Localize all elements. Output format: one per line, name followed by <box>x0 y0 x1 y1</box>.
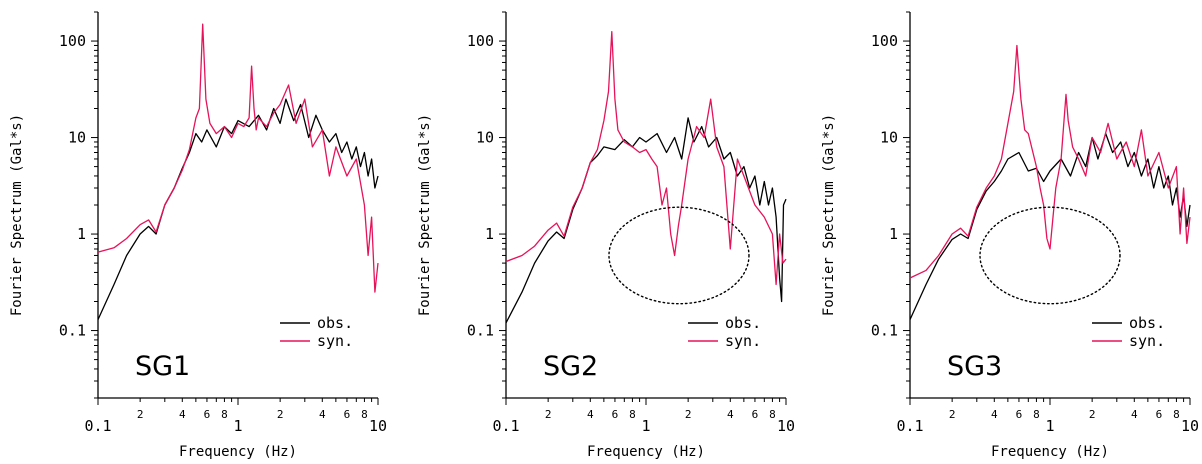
y-tick-label: 1 <box>485 225 494 243</box>
legend-label-obs: obs. <box>317 314 353 332</box>
legend-label-obs: obs. <box>1129 314 1165 332</box>
x-minor-tick-label: 6 <box>1016 408 1023 421</box>
y-tick-label: 10 <box>68 129 86 147</box>
x-minor-tick-label: 8 <box>1033 408 1040 421</box>
x-minor-tick-label: 8 <box>361 408 368 421</box>
panel-label: SG1 <box>135 351 190 382</box>
y-axis-title: Fourier Spectrum (Gal*s) <box>821 114 837 316</box>
y-tick-label: 0.1 <box>467 322 494 340</box>
x-minor-tick-label: 2 <box>277 408 284 421</box>
x-tick-label: 10 <box>777 417 795 435</box>
y-tick-label: 0.1 <box>59 322 86 340</box>
legend-label-syn: syn. <box>317 332 353 350</box>
x-minor-tick-label: 6 <box>752 408 759 421</box>
x-minor-tick-label: 6 <box>204 408 211 421</box>
x-axis-title: Frequency (Hz) <box>991 444 1109 460</box>
y-tick-label: 100 <box>871 32 898 50</box>
x-minor-tick-label: 2 <box>685 408 692 421</box>
dotted-circle-annotation <box>608 206 750 305</box>
y-tick-label: 0.1 <box>871 322 898 340</box>
x-minor-tick-label: 8 <box>221 408 228 421</box>
legend-label-syn: syn. <box>1129 332 1165 350</box>
y-tick-label: 100 <box>59 32 86 50</box>
x-minor-tick-label: 4 <box>1131 408 1138 421</box>
x-minor-tick-label: 8 <box>629 408 636 421</box>
y-tick-label: 100 <box>467 32 494 50</box>
x-tick-label: 0.1 <box>84 417 111 435</box>
legend-label-syn: syn. <box>725 332 761 350</box>
obs-series-line <box>97 98 379 320</box>
x-minor-tick-label: 4 <box>319 408 326 421</box>
panel-label: SG2 <box>543 351 598 382</box>
y-axis-title: Fourier Spectrum (Gal*s) <box>9 114 25 316</box>
x-minor-tick-label: 4 <box>179 408 186 421</box>
syn-series-line <box>505 31 787 286</box>
dotted-circle-annotation <box>979 206 1121 305</box>
y-tick-label: 1 <box>889 225 898 243</box>
x-minor-tick-label: 6 <box>344 408 351 421</box>
x-tick-label: 1 <box>641 417 650 435</box>
y-tick-label: 10 <box>476 129 494 147</box>
x-minor-tick-label: 8 <box>769 408 776 421</box>
x-minor-tick-label: 2 <box>137 408 144 421</box>
x-axis-title: Frequency (Hz) <box>587 444 705 460</box>
legend-label-obs: obs. <box>725 314 761 332</box>
syn-series-line <box>97 23 379 293</box>
y-axis-title: Fourier Spectrum (Gal*s) <box>417 114 433 316</box>
x-minor-tick-label: 2 <box>949 408 956 421</box>
x-tick-label: 1 <box>233 417 242 435</box>
y-tick-label: 10 <box>880 129 898 147</box>
obs-series-line <box>909 132 1191 320</box>
x-minor-tick-label: 6 <box>612 408 619 421</box>
x-axis-title: Frequency (Hz) <box>179 444 297 460</box>
x-minor-tick-label: 4 <box>587 408 594 421</box>
x-minor-tick-label: 4 <box>991 408 998 421</box>
x-tick-label: 0.1 <box>896 417 923 435</box>
x-tick-label: 10 <box>1181 417 1199 435</box>
x-minor-tick-label: 4 <box>727 408 734 421</box>
x-minor-tick-label: 2 <box>1089 408 1096 421</box>
obs-series-line <box>505 117 787 324</box>
x-minor-tick-label: 8 <box>1173 408 1180 421</box>
panel-label: SG3 <box>947 351 1002 382</box>
x-tick-label: 1 <box>1045 417 1054 435</box>
x-tick-label: 10 <box>369 417 387 435</box>
x-minor-tick-label: 2 <box>545 408 552 421</box>
syn-series-line <box>909 44 1191 279</box>
x-minor-tick-label: 6 <box>1156 408 1163 421</box>
x-tick-label: 0.1 <box>492 417 519 435</box>
y-tick-label: 1 <box>77 225 86 243</box>
